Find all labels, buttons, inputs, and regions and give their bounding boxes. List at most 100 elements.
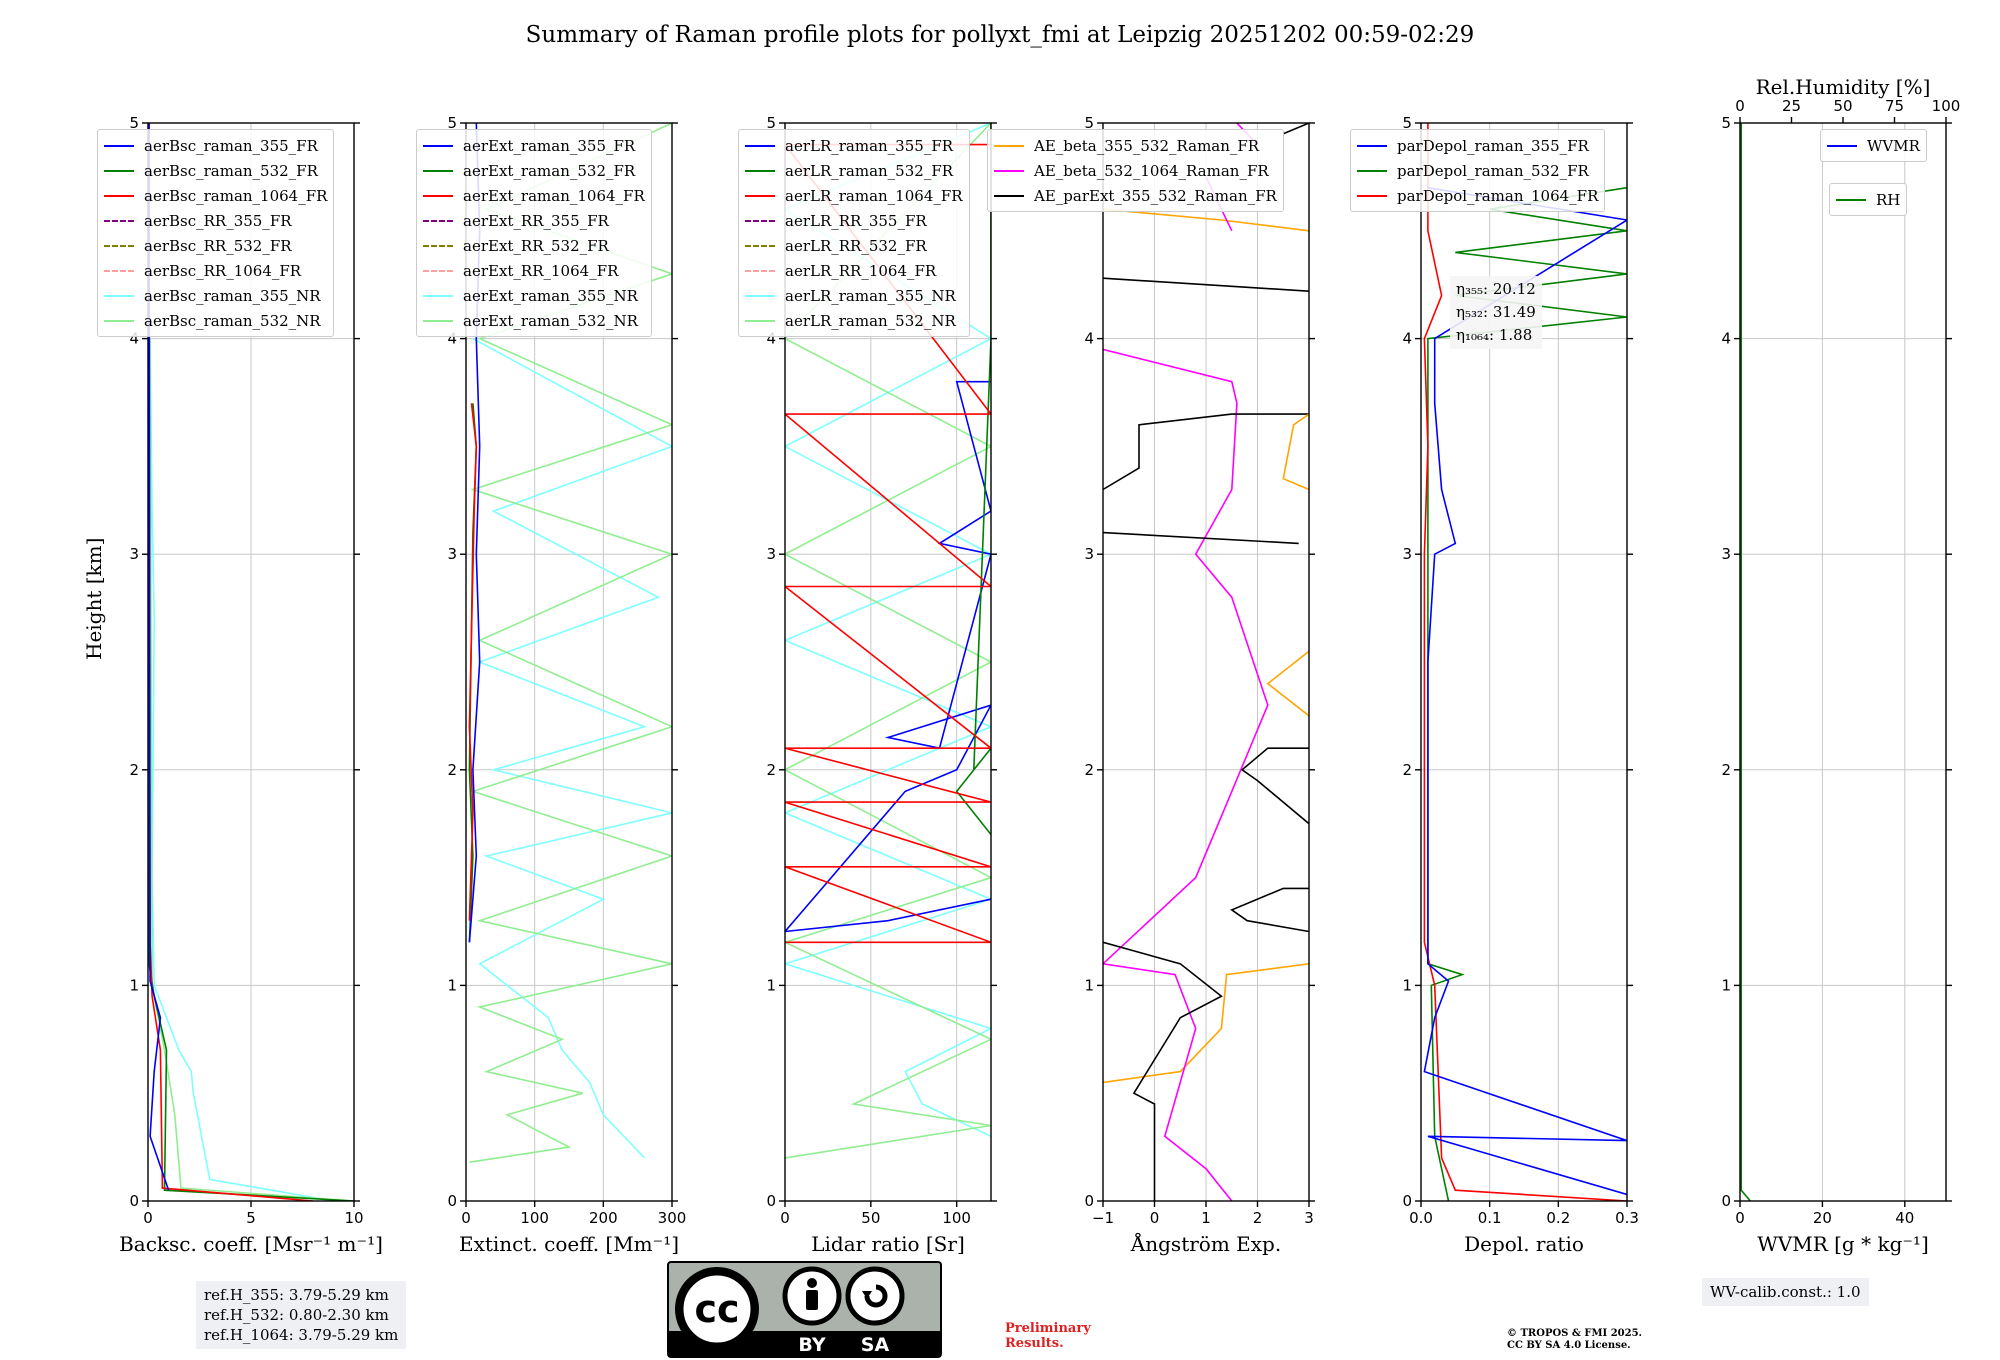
top-x-tick-label: 100 [1932, 97, 1961, 115]
legend-swatch [745, 219, 775, 222]
y-tick-label: 5 [766, 114, 776, 132]
preliminary-line-1: Preliminary [1005, 1321, 1091, 1336]
legend-label: parDepol_raman_532_FR [1397, 161, 1589, 180]
legend-item-aerext-raman-1064-fr: aerExt_raman_1064_FR [423, 183, 645, 208]
legend-swatch [423, 169, 453, 172]
y-tick-label: 2 [1084, 761, 1094, 779]
legend-item-ae-beta-532-1064-raman-fr: AE_beta_532_1064_Raman_FR [994, 158, 1277, 183]
legend-item-aerext-raman-355-nr: aerExt_raman_355_NR [423, 283, 645, 308]
x-tick-label: 40 [1895, 1209, 1914, 1227]
series-ae-beta-532-1064-raman-fr [1103, 348, 1269, 1201]
legend-swatch [745, 269, 775, 272]
legend-swatch [745, 169, 775, 172]
legend-swatch [1836, 198, 1866, 201]
share-alike-icon [864, 1284, 888, 1308]
legend-label: aerExt_RR_355_FR [463, 211, 609, 230]
series-aerext-raman-355-nr [472, 337, 672, 1159]
y-tick-label: 0 [1721, 1192, 1731, 1210]
legend-wvmr: WVMR [1820, 129, 1927, 162]
y-tick-label: 0 [1402, 1192, 1412, 1210]
legend-swatch [994, 194, 1024, 197]
legend-lidar-ratio: aerLR_raman_355_FR aerLR_raman_532_FR aerL… [738, 129, 970, 337]
y-tick-label: 1 [129, 976, 139, 994]
legend-item-pardepol-raman-355-fr: parDepol_raman_355_FR [1357, 133, 1598, 158]
legend-label: aerExt_raman_532_NR [463, 311, 638, 330]
cc-by-sa-logo: cc BY SA [667, 1261, 942, 1358]
legend-label: aerExt_raman_532_FR [463, 161, 636, 180]
cc-by-label: BY [798, 1334, 825, 1356]
y-tick-label: 5 [1402, 114, 1412, 132]
legend-label: aerLR_raman_355_FR [785, 136, 954, 155]
cc-sa-label: SA [861, 1334, 890, 1356]
y-tick-label: 0 [447, 1192, 457, 1210]
legend-swatch [423, 219, 453, 222]
x-tick-label: 0 [780, 1209, 790, 1227]
legend-item-aerext-raman-532-nr: aerExt_raman_532_NR [423, 308, 645, 333]
legend-extinction: aerExt_raman_355_FR aerExt_raman_532_FR ae… [416, 129, 652, 337]
y-tick-label: 3 [766, 545, 776, 563]
series-aerbsc-raman-532-nr [149, 338, 354, 1201]
legend-swatch [104, 294, 134, 297]
legend-item-aerlr-rr-532-fr: aerLR_RR_532_FR [745, 233, 963, 258]
x-tick-label: 1 [1201, 1209, 1211, 1227]
series-ae-beta-355-532-raman-fr [1103, 963, 1309, 1084]
legend-swatch [1357, 194, 1387, 197]
eta-1064: η₁₀₆₄: 1.88 [1456, 326, 1533, 344]
x-tick-label: 0.1 [1478, 1209, 1502, 1227]
x-tick-label: 50 [861, 1209, 880, 1227]
axes-frame [784, 122, 992, 1202]
legend-label: aerBsc_raman_532_NR [144, 311, 321, 330]
x-tick-label: 0 [461, 1209, 471, 1227]
y-tick-label: 3 [447, 545, 457, 563]
axes-frame [1739, 122, 1947, 1202]
legend-angstrom: AE_beta_355_532_Raman_FR AE_beta_532_1064… [987, 129, 1284, 212]
legend-item-aerlr-raman-355-nr: aerLR_raman_355_NR [745, 283, 963, 308]
wv-calib-box: WV-calib.const.: 1.0 [1702, 1278, 1869, 1306]
legend-rh: RH [1829, 183, 1908, 216]
x-tick-label: 100 [520, 1209, 549, 1227]
legend-label: aerBsc_raman_532_FR [144, 161, 318, 180]
y-tick-label: 5 [1084, 114, 1094, 132]
legend-swatch [745, 319, 775, 322]
angstrom-panel: 0 1 2 3 4 5 −1 0 1 2 3 [1084, 114, 1315, 1227]
legend-label: parDepol_raman_1064_FR [1397, 186, 1599, 205]
y-tick-label: 4 [1721, 330, 1731, 348]
x-tick-label: 0 [143, 1209, 153, 1227]
y-tick-label: 3 [129, 545, 139, 563]
legend-item-aerlr-rr-1064-fr: aerLR_RR_1064_FR [745, 258, 963, 283]
series-pardepol-raman-1064-fr [1423, 123, 1627, 1201]
legend-swatch [423, 294, 453, 297]
legend-label: aerBsc_RR_355_FR [144, 211, 292, 230]
y-tick-label: 4 [766, 330, 776, 348]
legend-label: aerExt_RR_1064_FR [463, 261, 619, 280]
legend-item-aerbsc-raman-1064-fr: aerBsc_raman_1064_FR [104, 183, 327, 208]
legend-item-aerlr-raman-532-fr: aerLR_raman_532_FR [745, 158, 963, 183]
y-tick-label: 0 [129, 1192, 139, 1210]
series-ae-parext-355-532-raman-fr [1240, 747, 1309, 825]
legend-label: aerExt_raman_355_NR [463, 286, 638, 305]
legend-swatch [1357, 169, 1387, 172]
y-tick-label: 3 [1084, 545, 1094, 563]
series-ae-beta-355-532-raman-fr [1103, 208, 1309, 232]
legend-label: aerBsc_raman_355_NR [144, 286, 321, 305]
series-aerbsc-raman-355-nr [149, 338, 334, 1201]
legend-label: aerLR_raman_532_NR [785, 311, 956, 330]
legend-label: RH [1876, 190, 1901, 209]
depol-panel: 0 1 2 3 4 5 0.0 0.1 0.2 0.3 [1402, 114, 1638, 1227]
legend-label: WVMR [1867, 136, 1920, 155]
wv-calib-const: WV-calib.const.: 1.0 [1710, 1283, 1861, 1301]
y-tick-label: 4 [129, 330, 139, 348]
eta-532: η₅₃₂: 31.49 [1456, 303, 1536, 321]
x-tick-label: 0.3 [1615, 1209, 1639, 1227]
x-label-angstrom: Ångström Exp. [1130, 1232, 1282, 1256]
y-tick-label: 2 [447, 761, 457, 779]
top-x-tick-label: 75 [1885, 97, 1904, 115]
y-axis-label: Height [km] [82, 537, 106, 660]
legend-label: aerBsc_raman_1064_FR [144, 186, 328, 205]
series-ae-beta-355-532-raman-fr [1266, 650, 1309, 717]
legend-swatch [423, 194, 453, 197]
legend-item-aerlr-raman-1064-fr: aerLR_raman_1064_FR [745, 183, 963, 208]
x-label-extinction: Extinct. coeff. [Mm⁻¹] [458, 1232, 680, 1256]
legend-item-aerbsc-raman-355-fr: aerBsc_raman_355_FR [104, 133, 327, 158]
